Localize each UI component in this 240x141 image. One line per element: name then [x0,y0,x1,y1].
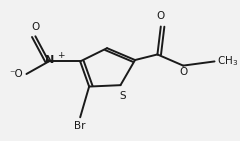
Text: +: + [57,51,65,60]
Text: N: N [45,55,54,65]
Text: O: O [179,67,187,77]
Text: O: O [31,22,40,32]
Text: CH$_3$: CH$_3$ [217,54,238,68]
Text: S: S [120,92,126,101]
Text: ⁻O: ⁻O [9,69,23,79]
Text: O: O [157,11,165,21]
Text: Br: Br [74,121,86,131]
